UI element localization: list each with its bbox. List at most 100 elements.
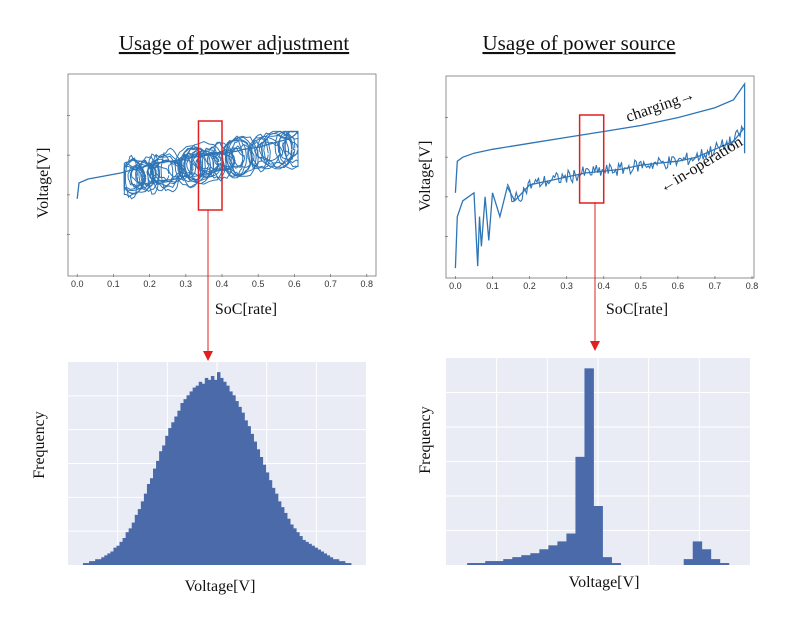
- histogram-bar: [308, 543, 312, 565]
- scribble-loop: [160, 147, 181, 193]
- x-tick-labels: 0.0 0.1 0.2 0.3 0.4 0.5 0.6 0.7 0.8: [449, 276, 758, 291]
- histogram-bar: [95, 559, 99, 565]
- histogram-bar: [86, 563, 90, 565]
- scribble-loop: [124, 154, 138, 200]
- in-operation-annotation: ←in-operation: [656, 133, 746, 196]
- histogram-bar: [593, 506, 603, 565]
- x-tick-label: 0.0: [449, 281, 462, 291]
- histogram-bar: [548, 545, 558, 565]
- x-axis-label: SoC[rate]: [606, 301, 668, 318]
- scribble-loop: [224, 139, 244, 177]
- x-axis-label: Voltage[V]: [569, 574, 640, 591]
- right-panel-title: Usage of power source: [482, 31, 675, 55]
- histogram-bar: [198, 381, 203, 565]
- series-line-1: [120, 130, 299, 174]
- histogram-bar: [149, 478, 154, 565]
- histogram-bar: [223, 381, 227, 565]
- histogram-bar: [82, 563, 87, 565]
- histogram-bar: [159, 451, 163, 565]
- histogram-bar: [183, 399, 187, 565]
- y-axis-label: Voltage[V]: [35, 148, 52, 219]
- histogram-bar: [195, 385, 200, 565]
- left-panel-title: Usage of power adjustment: [119, 31, 350, 55]
- scribble-loop: [138, 155, 159, 193]
- histogram-bar: [134, 514, 139, 565]
- histogram-bar: [174, 416, 178, 565]
- y-ticks: [445, 117, 448, 237]
- histogram-bar: [329, 557, 334, 565]
- histogram-bar: [290, 524, 294, 565]
- highlight-rectangle: [197, 120, 223, 211]
- histogram-bar: [226, 385, 230, 565]
- x-axis-label: SoC[rate]: [215, 301, 277, 318]
- histogram-bar: [530, 553, 540, 565]
- histogram-bar: [262, 464, 267, 565]
- histogram-bar: [494, 561, 504, 565]
- series-lines: [76, 130, 299, 199]
- histogram-bar: [128, 528, 133, 565]
- histogram-bar: [512, 557, 522, 565]
- histogram-bar: [107, 553, 111, 565]
- chart-top-left: 0.0 0.1 0.2 0.3 0.4 0.5 0.6 0.7 0.8 SoC[rate] Vo…: [35, 73, 377, 318]
- histogram-bar: [710, 559, 721, 565]
- scribble-loop: [178, 146, 215, 185]
- histogram-bar: [611, 563, 621, 565]
- histogram-bar: [335, 559, 340, 565]
- histogram-bar: [314, 547, 318, 565]
- histogram-bar: [177, 410, 181, 565]
- histogram-bar: [110, 551, 114, 565]
- histogram-bar: [323, 553, 328, 565]
- histogram-bar: [539, 549, 549, 565]
- series-line-in-operation-detail: [506, 124, 744, 203]
- histogram-bar: [119, 541, 123, 565]
- scribble-loop: [190, 147, 204, 183]
- histogram-bar: [557, 541, 567, 565]
- histogram-bar: [244, 420, 248, 565]
- histogram-bar: [137, 509, 142, 565]
- scribble-loop: [247, 140, 263, 168]
- x-tick-label: 0.4: [216, 279, 229, 289]
- histogram-bar: [284, 512, 288, 565]
- histogram-bars: [82, 372, 352, 565]
- y-axis-label: Frequency: [31, 411, 48, 479]
- x-tick-label: 0.2: [143, 279, 156, 289]
- histogram-bar: [201, 383, 206, 565]
- histogram-bar: [247, 426, 251, 565]
- histogram-bar: [116, 545, 120, 565]
- scribble-loop: [230, 137, 247, 177]
- histogram-bar: [125, 532, 130, 565]
- series-line-in-operation: [454, 127, 746, 269]
- histogram-bar: [277, 501, 282, 565]
- histogram-bar: [311, 545, 315, 565]
- histogram-bar: [287, 518, 291, 565]
- histogram-bar: [217, 372, 221, 565]
- histogram-bar: [305, 541, 309, 565]
- x-tick-label: 0.6: [288, 279, 301, 289]
- x-tick-label: 0.8: [746, 281, 759, 291]
- histogram-bar: [268, 480, 273, 565]
- histogram-bar: [683, 559, 694, 565]
- histogram-bar: [566, 533, 576, 565]
- chart-bottom-right: Voltage[V] Frequency: [417, 358, 750, 591]
- left-arrowhead: [203, 351, 213, 361]
- y-axis-label: Voltage[V]: [417, 141, 434, 212]
- histogram-bar: [575, 456, 585, 565]
- charging-annotation: charging→: [624, 86, 697, 125]
- y-ticks: [67, 115, 70, 235]
- series-line-0: [76, 172, 121, 199]
- histogram-bar: [296, 532, 300, 565]
- histogram-bar: [293, 528, 297, 565]
- histogram-bar: [521, 555, 531, 565]
- scribble-loop: [147, 159, 183, 183]
- right-arrowhead: [590, 341, 600, 351]
- histogram-bar: [719, 563, 730, 565]
- plot-frame: [445, 75, 755, 279]
- histogram-bar: [101, 557, 105, 565]
- scatter-band: [123, 130, 299, 200]
- histogram-bars: [467, 368, 730, 565]
- histogram-bar: [165, 435, 169, 565]
- histogram-bar: [299, 536, 303, 565]
- scribble-loop: [283, 133, 296, 163]
- scribble-loop: [130, 164, 170, 185]
- histogram-bar: [584, 368, 594, 565]
